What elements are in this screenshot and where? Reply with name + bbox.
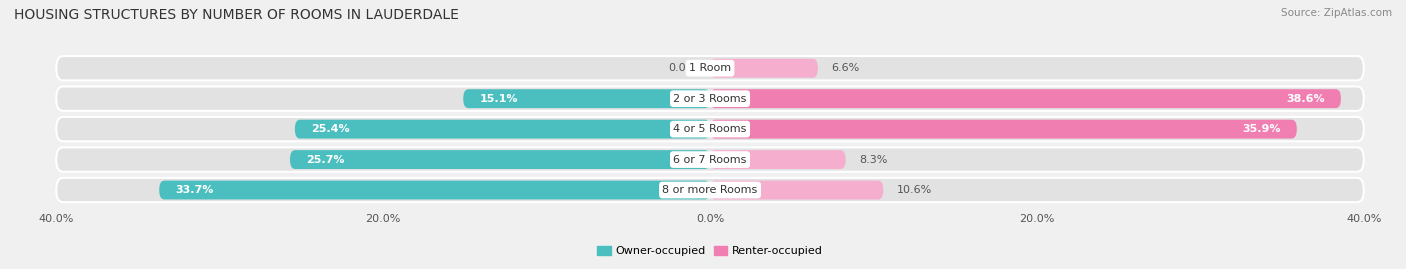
- FancyBboxPatch shape: [710, 59, 818, 78]
- Text: HOUSING STRUCTURES BY NUMBER OF ROOMS IN LAUDERDALE: HOUSING STRUCTURES BY NUMBER OF ROOMS IN…: [14, 8, 458, 22]
- FancyBboxPatch shape: [56, 87, 1364, 111]
- Text: 10.6%: 10.6%: [897, 185, 932, 195]
- Text: 6.6%: 6.6%: [831, 63, 859, 73]
- Text: 38.6%: 38.6%: [1286, 94, 1324, 104]
- Text: 8.3%: 8.3%: [859, 155, 887, 165]
- FancyBboxPatch shape: [290, 150, 710, 169]
- Text: 2 or 3 Rooms: 2 or 3 Rooms: [673, 94, 747, 104]
- FancyBboxPatch shape: [56, 56, 1364, 80]
- Text: 15.1%: 15.1%: [479, 94, 517, 104]
- FancyBboxPatch shape: [159, 180, 710, 200]
- Text: 25.7%: 25.7%: [307, 155, 344, 165]
- FancyBboxPatch shape: [56, 147, 1364, 172]
- FancyBboxPatch shape: [710, 120, 1296, 139]
- Text: 6 or 7 Rooms: 6 or 7 Rooms: [673, 155, 747, 165]
- Text: 1 Room: 1 Room: [689, 63, 731, 73]
- FancyBboxPatch shape: [710, 180, 883, 200]
- FancyBboxPatch shape: [56, 178, 1364, 202]
- Text: 8 or more Rooms: 8 or more Rooms: [662, 185, 758, 195]
- FancyBboxPatch shape: [463, 89, 710, 108]
- Text: 0.0%: 0.0%: [669, 63, 697, 73]
- Legend: Owner-occupied, Renter-occupied: Owner-occupied, Renter-occupied: [593, 241, 827, 261]
- Text: 35.9%: 35.9%: [1241, 124, 1281, 134]
- FancyBboxPatch shape: [710, 89, 1341, 108]
- Text: Source: ZipAtlas.com: Source: ZipAtlas.com: [1281, 8, 1392, 18]
- FancyBboxPatch shape: [56, 117, 1364, 141]
- Text: 4 or 5 Rooms: 4 or 5 Rooms: [673, 124, 747, 134]
- Text: 25.4%: 25.4%: [311, 124, 350, 134]
- FancyBboxPatch shape: [295, 120, 710, 139]
- FancyBboxPatch shape: [710, 150, 845, 169]
- Text: 33.7%: 33.7%: [176, 185, 214, 195]
